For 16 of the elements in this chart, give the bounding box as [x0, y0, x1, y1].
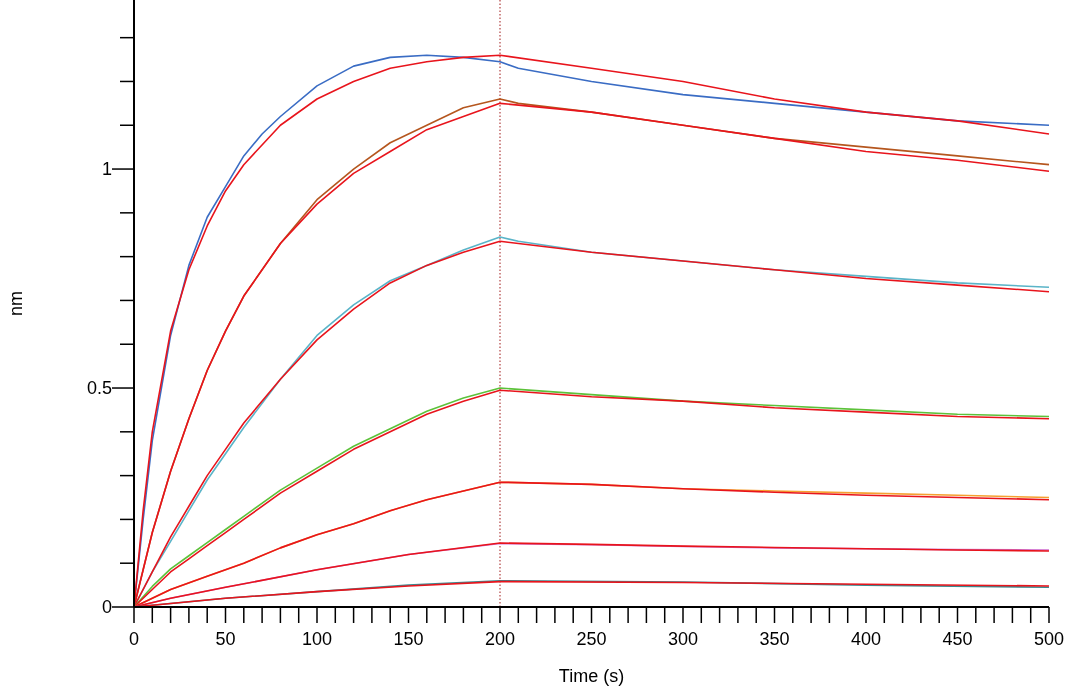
y-tick-label: 0.5 — [86, 378, 112, 399]
x-tick-label: 0 — [128, 629, 140, 649]
x-tick-label: 450 — [942, 629, 973, 649]
x-tick-label: 150 — [393, 629, 424, 649]
y-axis-title: nm — [6, 290, 26, 317]
y-tick-label: 0 — [101, 597, 112, 618]
x-tick-label: 300 — [667, 629, 699, 649]
x-tick-label: 400 — [850, 629, 882, 649]
x-tick-label: 50 — [215, 629, 236, 649]
x-tick-label: 250 — [576, 629, 607, 649]
x-tick-label: 200 — [484, 629, 516, 649]
y-tick-label: 1 — [101, 159, 112, 180]
x-axis-title: Time (s) — [558, 666, 625, 686]
x-tick-label: 500 — [1033, 629, 1065, 649]
x-tick-label: 350 — [759, 629, 790, 649]
x-tick-label: 100 — [301, 629, 333, 649]
